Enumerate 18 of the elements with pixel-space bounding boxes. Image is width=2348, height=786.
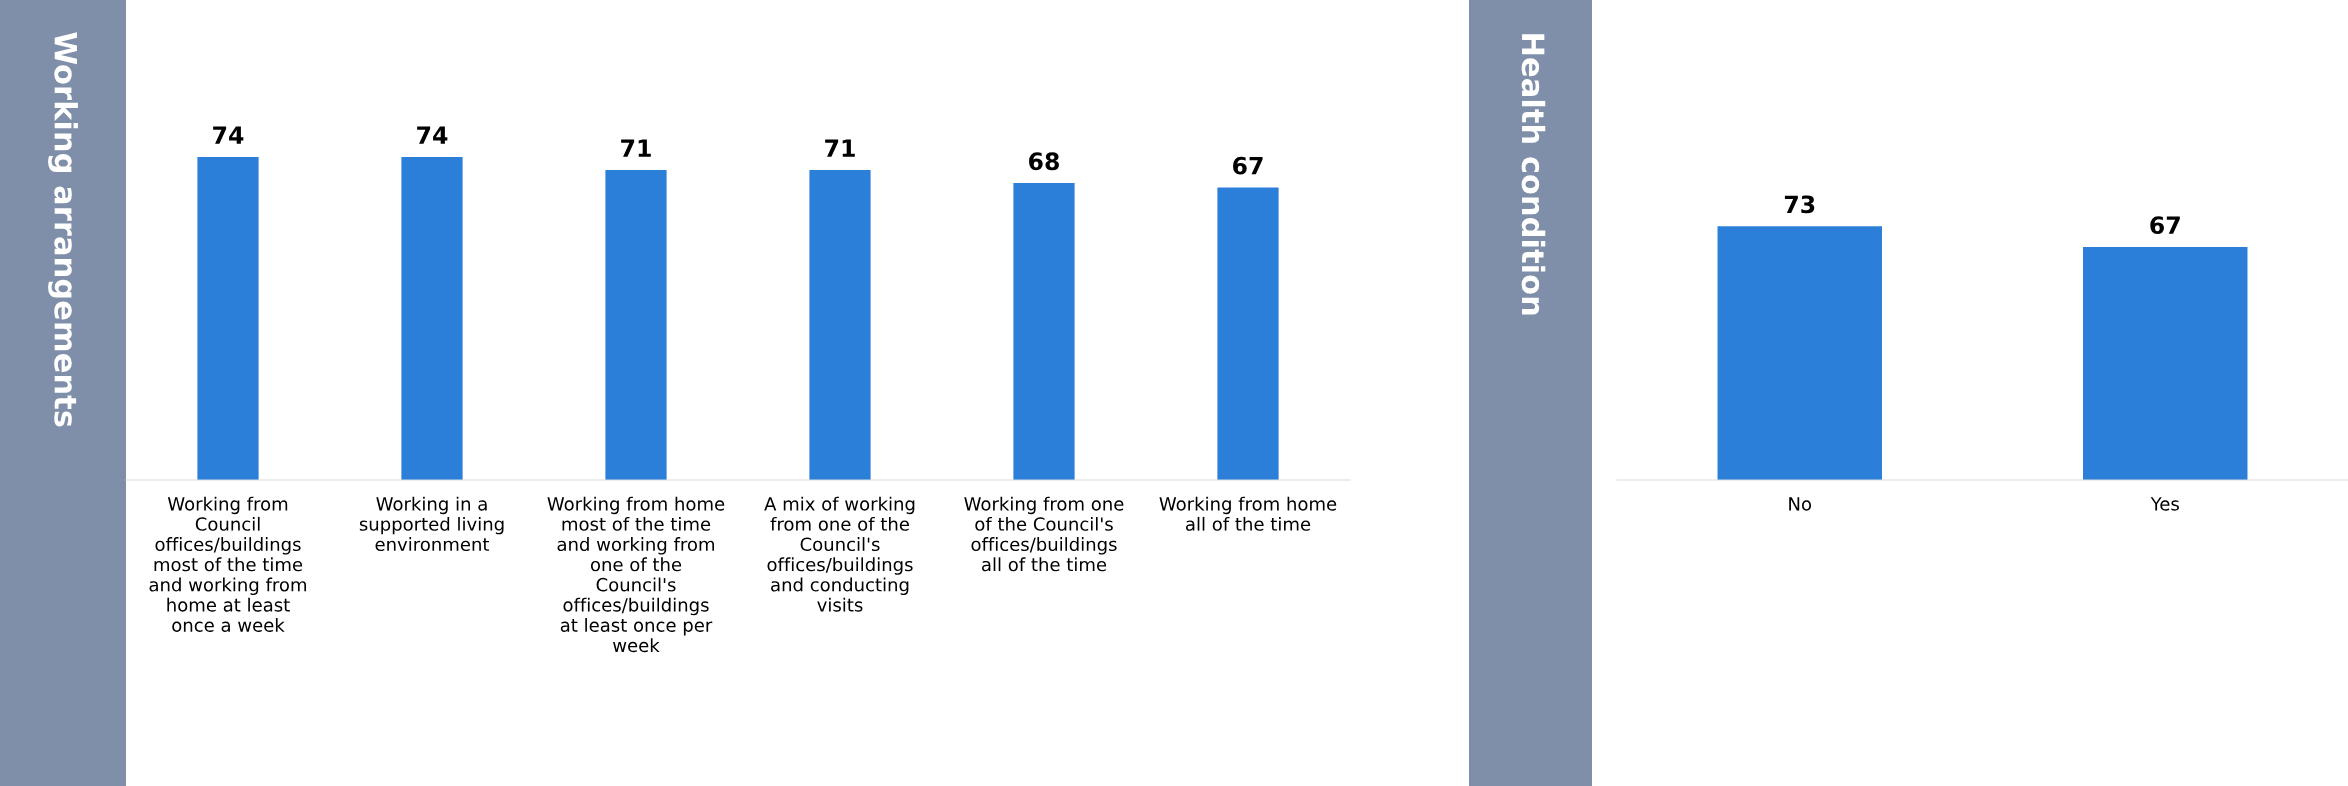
chart-title: Health condition (1521, 34, 1546, 315)
data-label: 73 (1784, 195, 1815, 214)
x-tick-label: Working from one of the Council's offices/buildings all of the time (964, 496, 1124, 572)
x-tick-label: Working in a supported living environment (359, 496, 504, 552)
x-tick-label: Working from Council offices/buildings most of the time and working from home at least once a week (149, 496, 306, 632)
x-tick-label: Working from home all of the time (1159, 496, 1337, 531)
x-tick-label: Working from home most of the time and working from one of the Council's offices/buildings at least once per week (547, 496, 725, 653)
data-label: 74 (417, 126, 448, 144)
data-label: 71 (825, 139, 855, 157)
x-tick-label: A mix of working from one of the Council's offices/buildings and conducting visits (764, 496, 915, 612)
x-tick-label: No (1789, 497, 1812, 511)
x-tick-label: Yes (2150, 497, 2179, 511)
data-label: 74 (213, 126, 244, 144)
data-label: 67 (2150, 216, 2180, 235)
text: Working arrangements (48, 32, 78, 427)
data-label: 68 (1029, 152, 1059, 171)
data-label: 71 (621, 139, 651, 157)
data-label: 67 (1233, 156, 1263, 175)
